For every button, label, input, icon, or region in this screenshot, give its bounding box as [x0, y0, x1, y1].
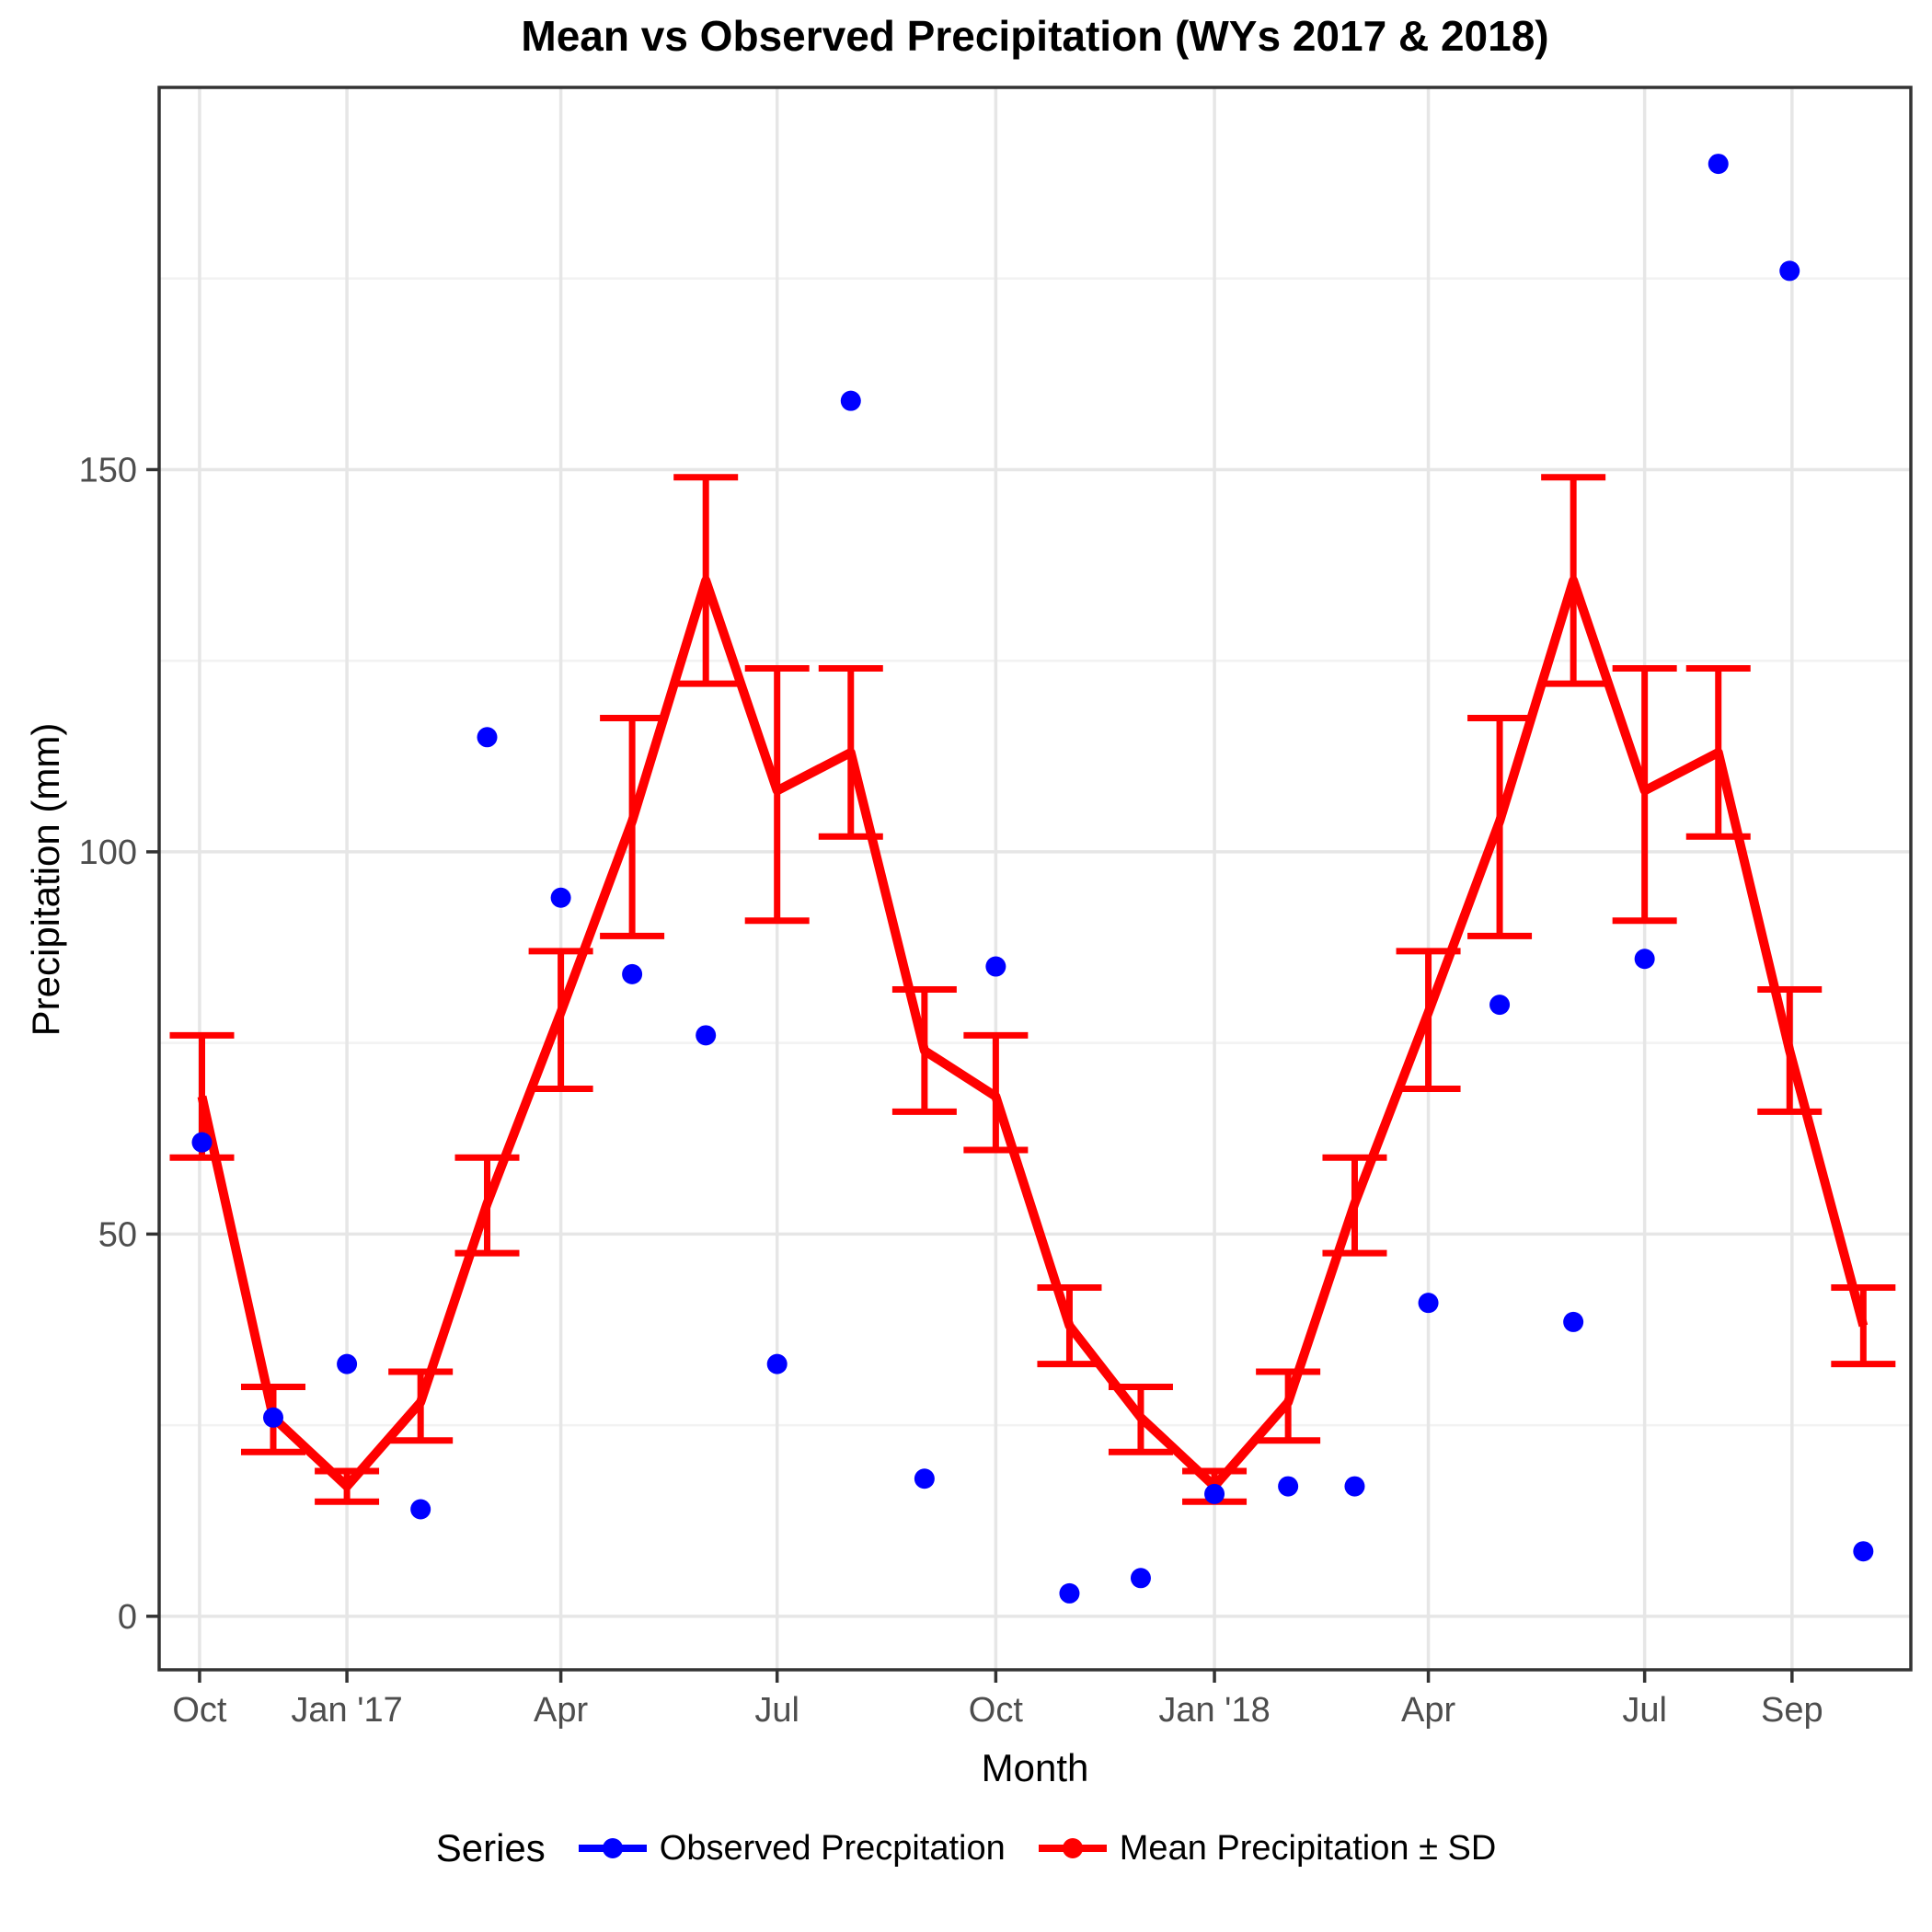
- observed-point: [477, 727, 498, 748]
- mean-series-icon: [1038, 1830, 1107, 1867]
- observed-point: [191, 1132, 213, 1153]
- y-tick-label: 0: [118, 1598, 137, 1637]
- x-axis-title: Month: [981, 1746, 1089, 1789]
- x-tick-label: Jul: [1622, 1691, 1667, 1730]
- observed-point: [766, 1353, 788, 1374]
- x-tick-label: Apr: [1401, 1691, 1455, 1730]
- observed-point: [1204, 1483, 1225, 1504]
- observed-point: [696, 1025, 717, 1046]
- observed-point: [1708, 154, 1729, 175]
- y-axis-title: Precipitation (mm): [24, 722, 67, 1037]
- observed-point: [914, 1468, 935, 1489]
- x-tick-label: Jan '18: [1158, 1691, 1270, 1730]
- observed-point: [1489, 995, 1511, 1016]
- x-tick-label: Jan '17: [291, 1691, 402, 1730]
- observed-point: [1344, 1476, 1365, 1497]
- observed-point: [1779, 260, 1800, 282]
- y-tick-label: 100: [79, 834, 137, 872]
- y-tick-label: 50: [98, 1215, 137, 1254]
- observed-series-icon: [578, 1830, 647, 1867]
- legend-label-mean: Mean Precipitation ± SD: [1119, 1828, 1497, 1868]
- legend-label-observed: Observed Precpitation: [659, 1828, 1006, 1868]
- legend: Series Observed Precpitation Mean Precip…: [0, 1826, 1932, 1870]
- observed-point: [1278, 1476, 1299, 1497]
- legend-title: Series: [435, 1826, 546, 1869]
- x-tick-label: Oct: [172, 1691, 227, 1730]
- x-tick-label: Apr: [534, 1691, 588, 1730]
- observed-point: [337, 1353, 358, 1374]
- legend-item-observed: Observed Precpitation: [578, 1828, 1006, 1869]
- observed-point: [1059, 1582, 1080, 1604]
- x-tick-label: Sep: [1761, 1691, 1823, 1730]
- observed-point: [550, 887, 571, 908]
- chart-title: Mean vs Observed Precipitation (WYs 2017…: [521, 12, 1549, 60]
- observed-point: [622, 963, 643, 984]
- observed-point: [263, 1407, 284, 1428]
- y-tick-label: 150: [79, 451, 137, 489]
- legend-item-mean: Mean Precipitation ± SD: [1038, 1828, 1497, 1869]
- observed-point: [1418, 1293, 1439, 1314]
- observed-point: [1130, 1568, 1151, 1589]
- panel-border: [157, 86, 1913, 1672]
- observed-point: [1853, 1541, 1874, 1562]
- observed-point: [1634, 949, 1655, 970]
- observed-point: [840, 390, 861, 411]
- observed-point: [1563, 1311, 1584, 1332]
- observed-point: [410, 1499, 431, 1520]
- x-tick-label: Jul: [754, 1691, 799, 1730]
- x-tick-label: Oct: [969, 1691, 1024, 1730]
- observed-point: [985, 956, 1006, 977]
- mean-precipitation-line: [197, 575, 1869, 1491]
- panel-background: [159, 87, 1911, 1670]
